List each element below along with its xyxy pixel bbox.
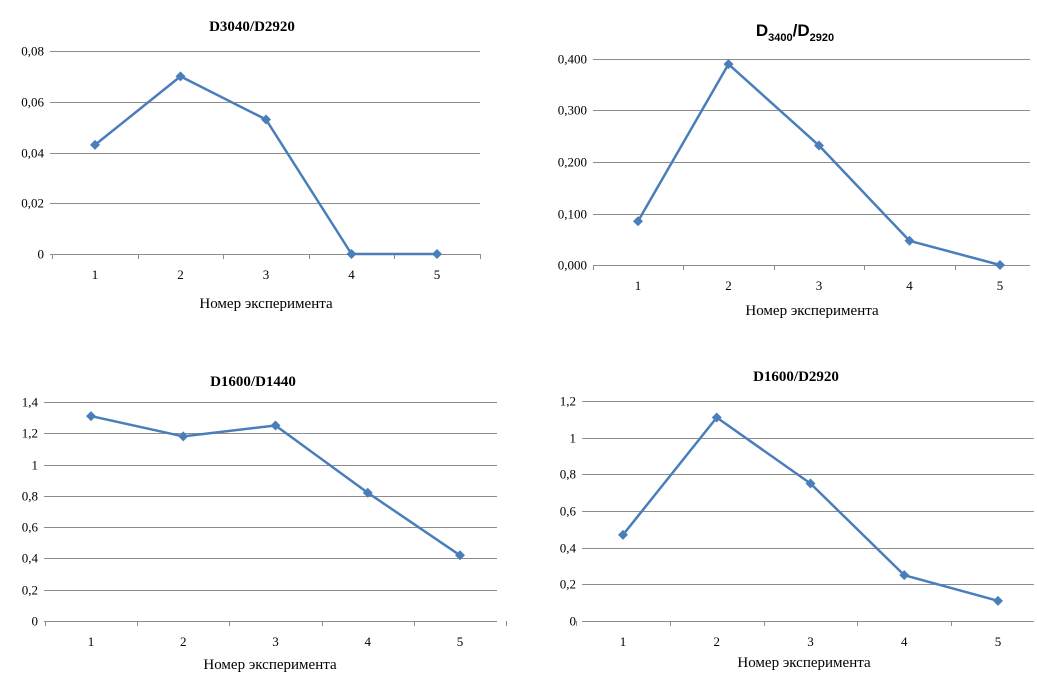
title-slash: /	[793, 21, 798, 40]
y-tick-label: 0	[570, 614, 577, 629]
data-point	[995, 260, 1005, 270]
x-tick-label: 5	[434, 267, 441, 282]
y-tick-label: 0,02	[21, 196, 44, 211]
data-point	[904, 235, 915, 246]
chart-title: D1600/D1440	[210, 374, 296, 390]
data-point	[261, 114, 271, 125]
y-tick-label: 1	[570, 431, 577, 446]
data-point	[899, 570, 910, 581]
chart-title: D1600/D2920	[753, 369, 839, 385]
chart-title: D3400/D2920	[756, 21, 834, 44]
y-tick-label: 0,06	[21, 95, 44, 110]
x-tick-label: 2	[714, 634, 721, 649]
x-tick-label: 3	[263, 267, 270, 282]
x-tick-label: 2	[725, 278, 732, 293]
x-axis-label: Номер эксперимента	[737, 655, 871, 671]
y-tick-label: 0	[32, 614, 39, 629]
x-tick-label: 4	[348, 267, 355, 282]
x-tick-label: 2	[180, 634, 187, 649]
data-point	[711, 412, 722, 423]
y-tick-label: 0	[38, 247, 45, 262]
title-d1: D	[756, 21, 768, 40]
y-tick-label: 0,6	[22, 520, 39, 535]
series-line	[90, 414, 461, 557]
chart-title: D3040/D2920	[209, 19, 295, 35]
x-tick-label: 3	[272, 634, 279, 649]
y-tick-label: 1	[32, 458, 39, 473]
chart-d1600-d2920: D1600/D2920 0 0,2 0,4 0,6 0,8 1 1,2 1 2 3 4 5 Номер…	[560, 369, 1034, 671]
y-tick-label: 0,400	[558, 52, 587, 67]
x-axis-label: Номер эксперимента	[203, 657, 337, 673]
series-line	[94, 75, 437, 256]
y-tick-label: 0,04	[21, 146, 44, 161]
data-point	[432, 249, 442, 259]
x-tick-label: 5	[997, 278, 1004, 293]
y-tick-label: 0,4	[560, 541, 577, 556]
title-d2: D	[797, 21, 809, 40]
x-tick-label: 3	[807, 634, 814, 649]
data-point	[814, 140, 824, 151]
x-tick-label: 3	[816, 278, 823, 293]
x-tick-label: 4	[365, 634, 372, 649]
data-point	[90, 139, 100, 150]
y-tick-label: 0,8	[22, 489, 38, 504]
y-tick-label: 0,4	[22, 551, 39, 566]
data-point	[178, 431, 189, 442]
y-tick-label: 0,6	[560, 504, 577, 519]
y-tick-label: 1,2	[560, 394, 576, 409]
data-point	[618, 529, 628, 540]
data-point	[723, 59, 734, 70]
x-tick-label: 2	[177, 267, 184, 282]
data-point	[86, 411, 96, 422]
x-axis-label: Номер эксперимента	[199, 296, 333, 312]
x-tick-label: 5	[995, 634, 1002, 649]
y-tick-label: 0,8	[560, 467, 576, 482]
data-point	[455, 550, 465, 561]
series-line	[636, 62, 1001, 267]
data-point	[270, 420, 281, 431]
y-tick-label: 0,2	[560, 577, 576, 592]
y-tick-label: 0,200	[558, 155, 587, 170]
x-tick-label: 1	[88, 634, 95, 649]
data-point	[362, 487, 373, 498]
x-tick-label: 1	[620, 634, 627, 649]
y-tick-label: 0,08	[21, 44, 44, 59]
data-point	[805, 478, 816, 489]
x-tick-label: 1	[635, 278, 642, 293]
x-tick-label: 1	[92, 267, 99, 282]
y-tick-label: 0,000	[558, 258, 587, 273]
chart-d3040-d2920: D3040/D2920 0 0,02 0,04 0,06 0,08 1 2 3 4 5 Номер…	[21, 19, 481, 312]
data-point	[993, 595, 1003, 606]
x-axis-label: Номер эксперимента	[745, 303, 879, 319]
x-tick-label: 5	[457, 634, 464, 649]
data-point	[633, 216, 643, 227]
y-tick-label: 0,2	[22, 583, 38, 598]
x-tick-label: 4	[901, 634, 908, 649]
series-line	[622, 416, 999, 603]
y-tick-label: 0,300	[558, 103, 587, 118]
title-sub2: 2920	[810, 32, 834, 44]
y-tick-label: 0,100	[558, 207, 587, 222]
title-sub1: 3400	[768, 32, 792, 44]
data-point	[346, 249, 357, 259]
data-point	[175, 71, 186, 82]
y-tick-label: 1,4	[22, 395, 39, 410]
chart-d1600-d1440: D1600/D1440 0 0,2 0,4 0,6 0,8 1 1,2 1,4 1 2 3 4 5 Но…	[22, 374, 507, 673]
x-tick-label: 4	[906, 278, 913, 293]
y-tick-label: 1,2	[22, 426, 38, 441]
